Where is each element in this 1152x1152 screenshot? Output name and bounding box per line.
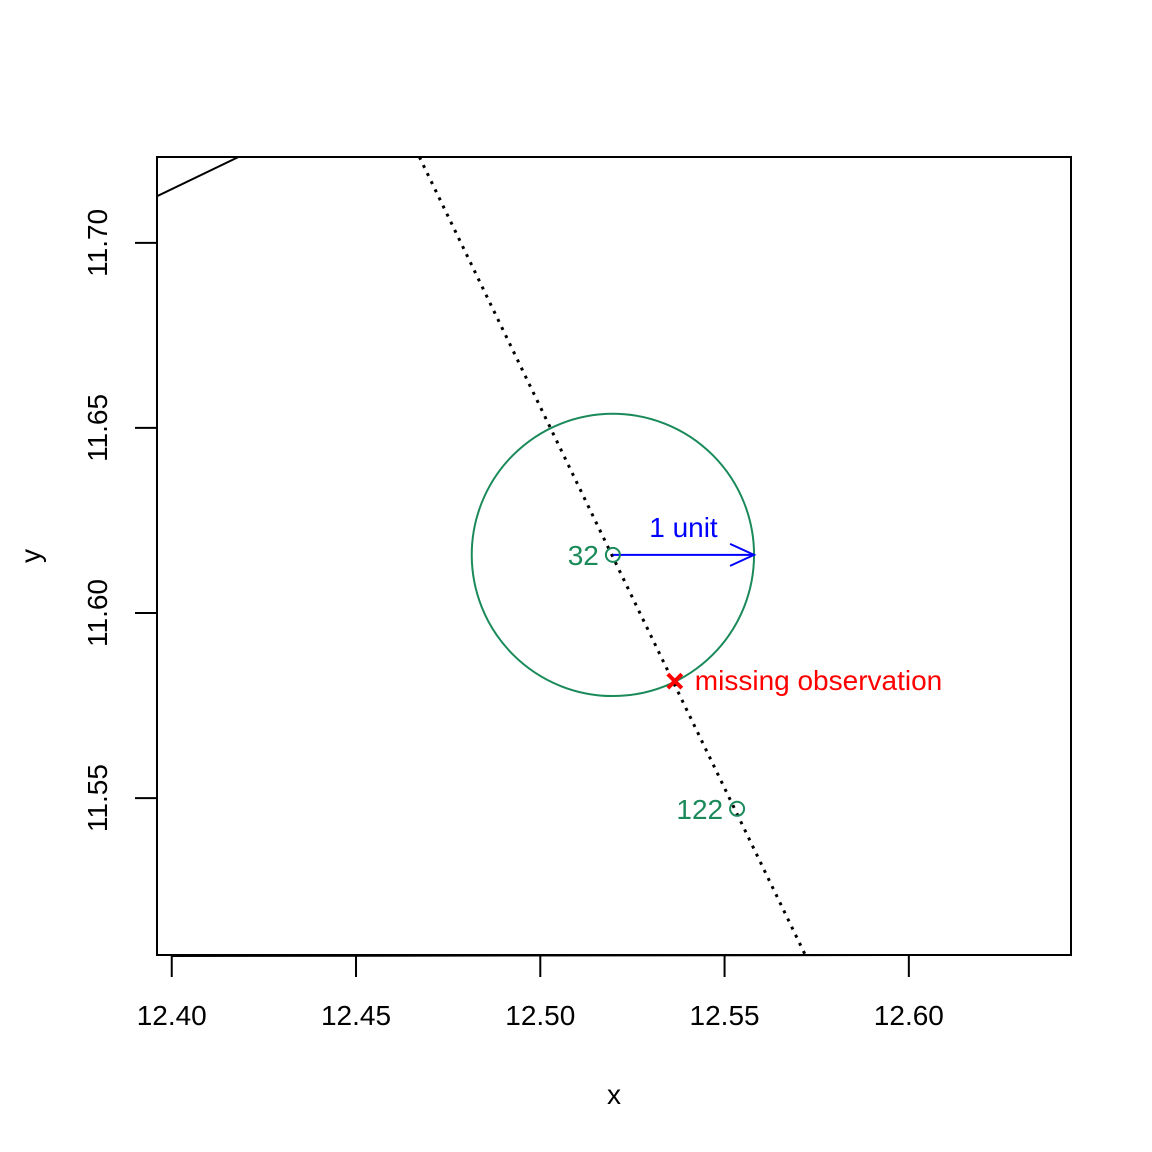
plot-marks: 1 unit 32 122 missing observation	[470, 412, 942, 825]
solid-line	[157, 157, 239, 198]
plot-lines	[157, 157, 807, 955]
y-axis-label: y	[15, 549, 46, 563]
dotted-line	[418, 157, 807, 955]
unit-arrow-label: 1 unit	[649, 512, 718, 543]
missing-observation-marker	[666, 672, 684, 690]
y-tick-label: 11.55	[82, 764, 113, 832]
unit-arrow-head	[729, 542, 757, 567]
x-tick-label: 12.60	[874, 1000, 944, 1031]
x-tick-label: 12.40	[137, 1000, 207, 1031]
x-axis: 12.40 12.45 12.50 12.55 12.60	[137, 954, 944, 1031]
data-point-label: 122	[676, 794, 723, 825]
x-tick-label: 12.50	[505, 1000, 575, 1031]
y-tick-label: 11.60	[82, 579, 113, 647]
y-tick-label: 11.65	[82, 394, 113, 462]
x-tick-label: 12.55	[690, 1000, 760, 1031]
x-tick-label: 12.45	[321, 1000, 391, 1031]
data-point	[604, 546, 621, 563]
data-point	[729, 800, 746, 817]
x-axis-label: x	[607, 1079, 621, 1110]
data-point-label: 32	[568, 540, 599, 571]
y-tick-label: 11.70	[82, 209, 113, 277]
y-axis: 11.55 11.60 11.65 11.70	[82, 209, 157, 832]
missing-observation-label: missing observation	[695, 665, 942, 696]
